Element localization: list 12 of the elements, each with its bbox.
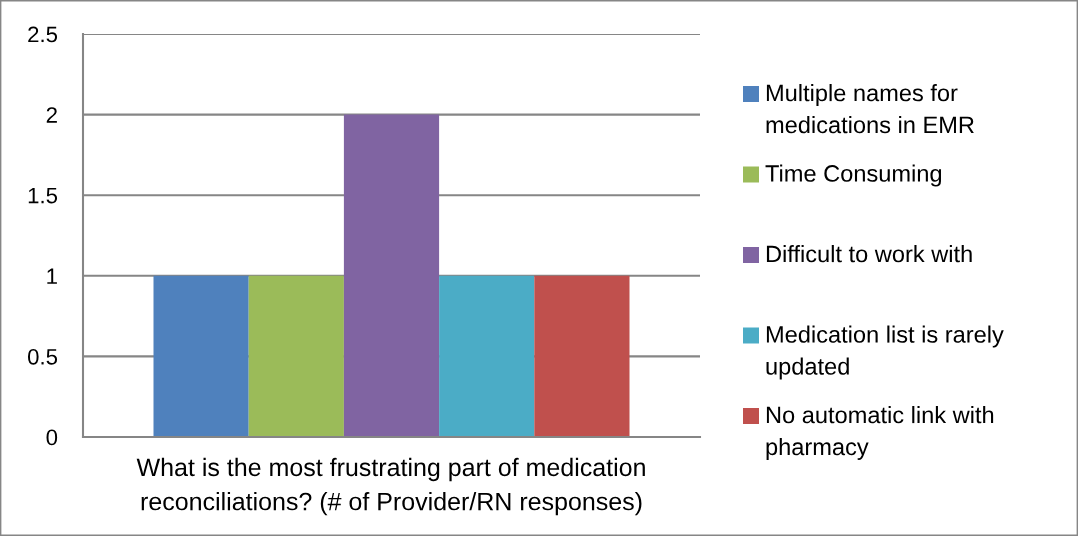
legend-label: No automatic link with pharmacy — [766, 406, 994, 460]
legend-label: Time Consuming — [765, 164, 942, 187]
y-tick-label: 0 — [46, 429, 58, 446]
y-tick-label: 2 — [46, 107, 57, 123]
y-tick-label: 2.5 — [28, 26, 58, 43]
y-tick-label: 1 — [47, 268, 57, 284]
y-tick-label: 0.5 — [27, 348, 58, 365]
y-tick-label: 1.5 — [28, 187, 58, 204]
x-tick-label: What is the most frustrating part of medication reconciliations? (# of Provider/RN responses) — [136, 457, 645, 516]
legend-label: Medication list is rarely updated — [766, 325, 1004, 380]
legend-label: Multiple names for medications in EMR — [766, 84, 974, 134]
legend-label: Difficult to work with — [766, 245, 972, 263]
